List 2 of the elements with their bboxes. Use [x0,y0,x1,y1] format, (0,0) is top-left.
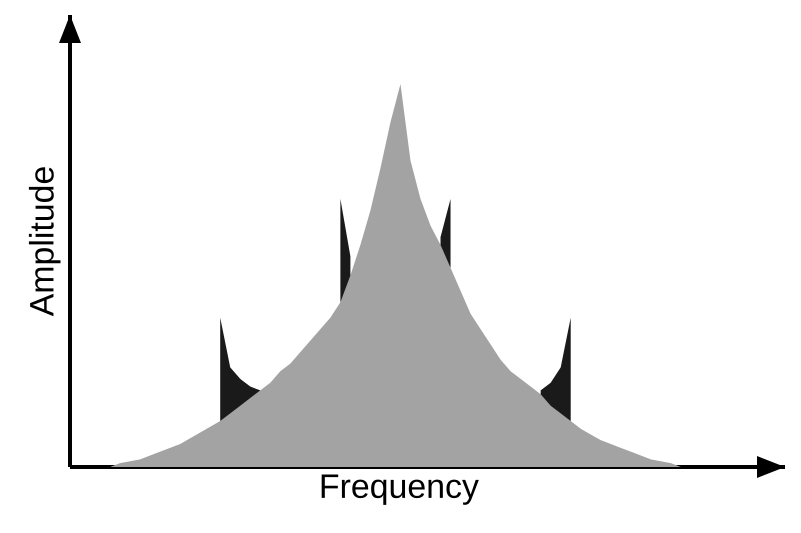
x-axis-title: Frequency [322,474,479,505]
y-axis-title: Amplitude [28,167,60,316]
